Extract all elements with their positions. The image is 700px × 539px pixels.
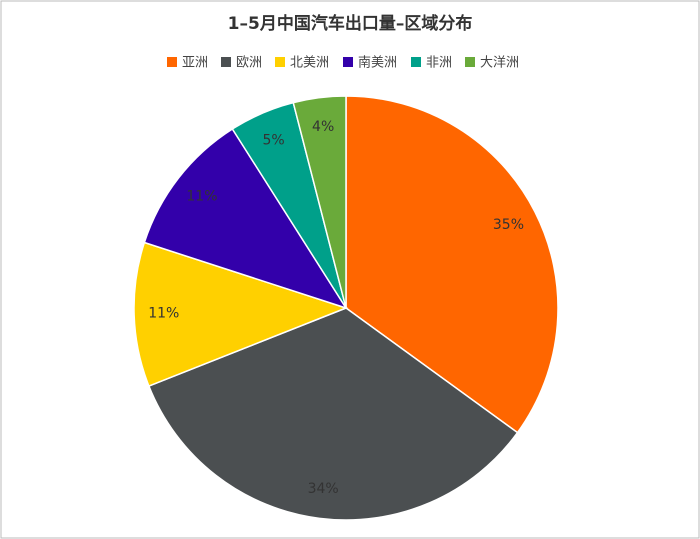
legend-swatch: [465, 57, 475, 67]
legend-label: 欧洲: [236, 56, 262, 71]
data-label: 11%: [148, 306, 179, 322]
legend-swatch: [221, 57, 231, 67]
pie-slice: [133, 241, 349, 388]
pie-slice: [292, 95, 347, 309]
legend: 亚洲 欧洲 北美洲 南美洲 非洲 大洋洲: [167, 55, 519, 71]
data-label: 4%: [312, 119, 334, 135]
pie-slice: [147, 307, 519, 521]
legend-swatch: [167, 57, 177, 67]
pie-slice: [143, 127, 348, 310]
chart-title: 1–5月中国汽车出口量–区域分布: [228, 13, 473, 34]
legend-label: 北美洲: [290, 56, 329, 71]
data-label: 11%: [186, 188, 217, 204]
legend-swatch: [275, 57, 285, 67]
legend-label: 大洋洲: [480, 56, 519, 71]
data-label: 34%: [308, 481, 339, 497]
pie-slice: [345, 95, 559, 434]
legend-label: 亚洲: [182, 56, 208, 71]
data-label: 5%: [262, 133, 284, 149]
legend-swatch: [411, 57, 421, 67]
legend-label: 南美洲: [358, 55, 397, 71]
pie: 35% 34% 11% 11% 5% 4%: [133, 95, 559, 521]
legend-label: 非洲: [426, 56, 452, 71]
data-label: 35%: [493, 217, 524, 233]
legend-swatch: [343, 57, 353, 67]
